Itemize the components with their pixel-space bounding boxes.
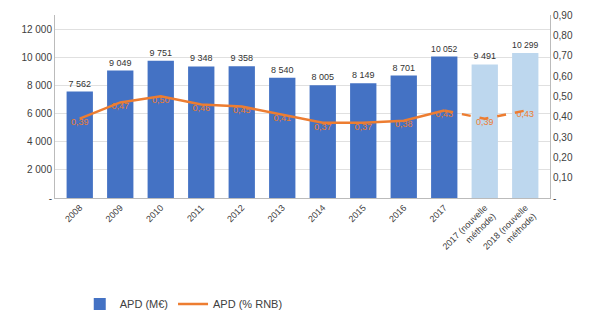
svg-text:10 000: 10 000 [21, 52, 52, 63]
svg-text:9 049: 9 049 [109, 58, 132, 68]
svg-text:0,50: 0,50 [152, 95, 170, 105]
svg-text:9 358: 9 358 [230, 53, 253, 63]
svg-text:2014: 2014 [306, 203, 327, 224]
svg-text:0,50: 0,50 [553, 91, 573, 102]
svg-text:0,43: 0,43 [435, 109, 453, 119]
svg-text:4 000: 4 000 [27, 136, 52, 147]
svg-text:8 000: 8 000 [27, 80, 52, 91]
svg-text:0,39: 0,39 [476, 117, 494, 127]
svg-text:7 562: 7 562 [68, 79, 91, 89]
svg-text:8 701: 8 701 [392, 63, 415, 73]
svg-text:8 540: 8 540 [271, 65, 294, 75]
svg-text:0,38: 0,38 [395, 119, 413, 129]
svg-text:-: - [553, 193, 556, 204]
svg-text:0,20: 0,20 [553, 152, 573, 163]
svg-text:0,41: 0,41 [273, 113, 291, 123]
svg-text:0,80: 0,80 [553, 30, 573, 41]
svg-text:0,70: 0,70 [553, 50, 573, 61]
svg-text:0,46: 0,46 [192, 103, 210, 113]
svg-text:2013: 2013 [266, 203, 287, 224]
svg-text:-: - [49, 193, 52, 204]
svg-text:2015: 2015 [347, 203, 368, 224]
svg-text:0,39: 0,39 [71, 117, 89, 127]
svg-text:0,10: 0,10 [553, 172, 573, 183]
svg-text:2012: 2012 [225, 203, 246, 224]
svg-text:0,60: 0,60 [553, 71, 573, 82]
svg-text:0,47: 0,47 [111, 101, 129, 111]
svg-text:0,90: 0,90 [553, 10, 573, 21]
svg-text:12 000: 12 000 [21, 24, 52, 35]
svg-text:APD (% RNB): APD (% RNB) [213, 298, 282, 310]
svg-text:2008: 2008 [63, 203, 84, 224]
svg-text:0,43: 0,43 [516, 109, 534, 119]
svg-text:2 000: 2 000 [27, 164, 52, 175]
svg-text:2011: 2011 [185, 203, 206, 224]
svg-text:9 348: 9 348 [190, 53, 213, 63]
svg-text:9 491: 9 491 [473, 51, 496, 61]
svg-text:0,37: 0,37 [314, 122, 332, 132]
svg-text:2017 (nouvelleméthode): 2017 (nouvelleméthode) [441, 203, 498, 260]
svg-text:8 005: 8 005 [311, 72, 334, 82]
svg-text:2016: 2016 [387, 203, 408, 224]
svg-text:10 052: 10 052 [431, 44, 458, 54]
svg-text:0,37: 0,37 [354, 122, 372, 132]
svg-text:2009: 2009 [104, 203, 125, 224]
svg-text:0,45: 0,45 [233, 105, 251, 115]
svg-text:0,30: 0,30 [553, 132, 573, 143]
svg-text:9 751: 9 751 [149, 48, 172, 58]
svg-text:10 299: 10 299 [512, 40, 539, 50]
svg-text:2018 (nouvelleméthode): 2018 (nouvelleméthode) [481, 203, 538, 260]
svg-text:8 149: 8 149 [352, 70, 375, 80]
svg-text:2017: 2017 [428, 203, 449, 224]
svg-text:APD (M€): APD (M€) [120, 298, 168, 310]
svg-text:6 000: 6 000 [27, 108, 52, 119]
svg-text:2010: 2010 [144, 203, 165, 224]
svg-text:0,40: 0,40 [553, 111, 573, 122]
